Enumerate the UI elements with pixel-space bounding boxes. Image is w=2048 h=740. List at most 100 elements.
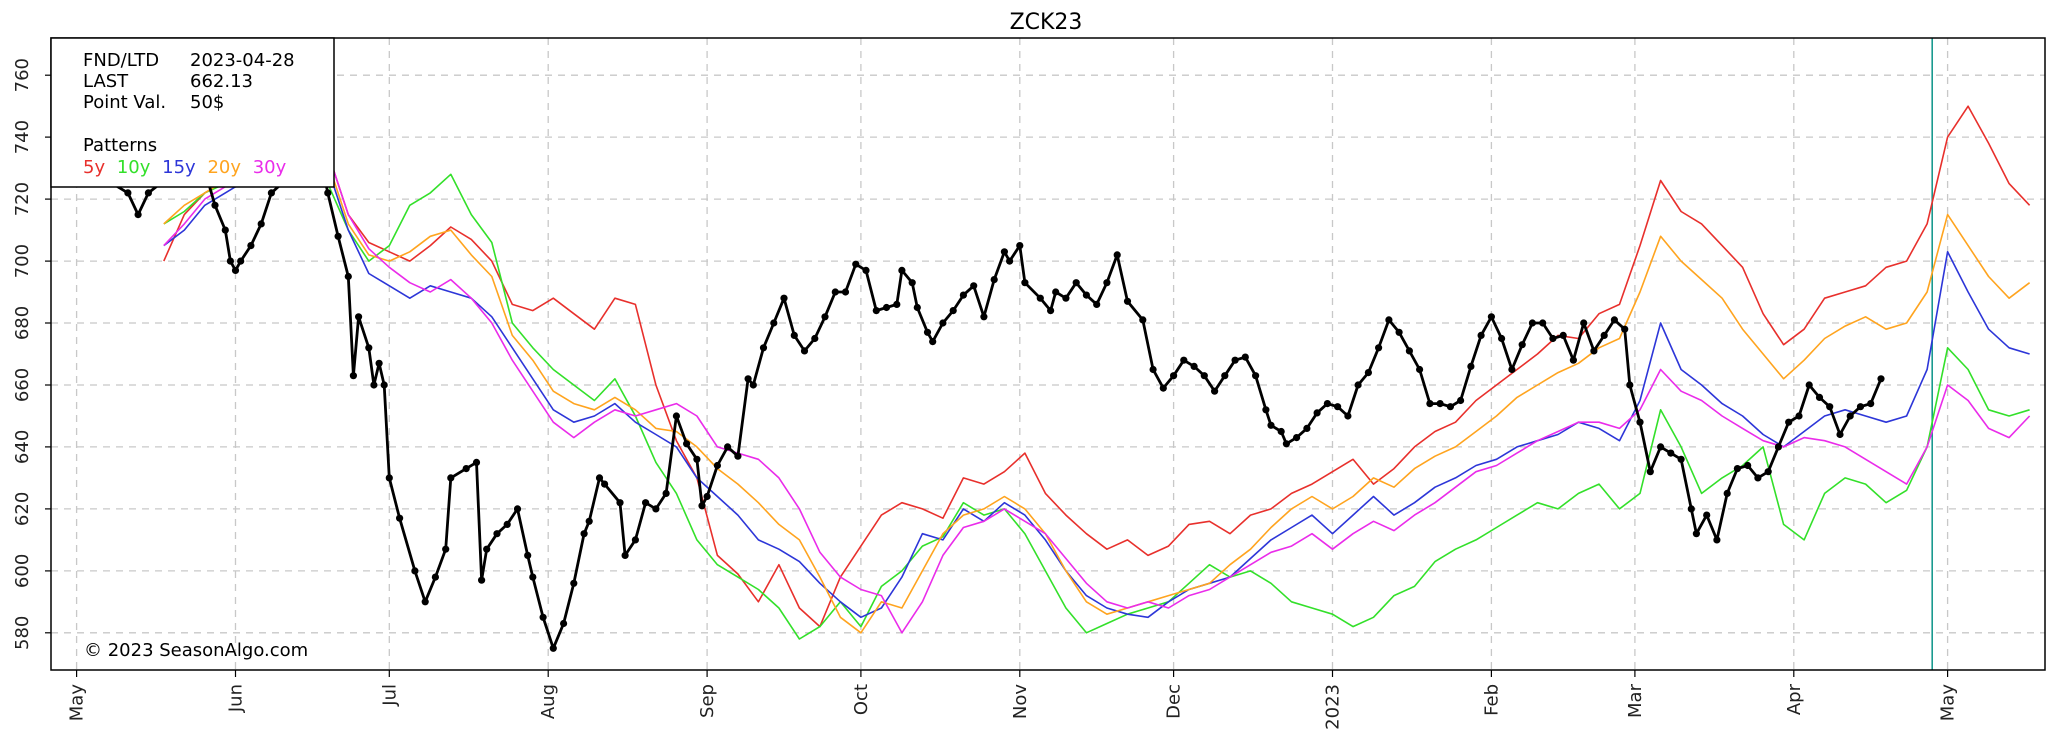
x-tick-label: Aug [538, 684, 559, 719]
price-point [908, 279, 916, 287]
price-point [226, 257, 234, 265]
price-point [231, 266, 240, 274]
series-line-20y [163, 123, 2031, 634]
price-point [1764, 468, 1772, 476]
price-point [601, 480, 609, 488]
price-point [1467, 362, 1475, 370]
y-tick-label: 600 [12, 554, 33, 588]
price-point [1621, 325, 1629, 333]
price-point [703, 492, 711, 501]
price-point [939, 319, 947, 327]
price-point [1231, 356, 1239, 364]
x-tick-label: Nov [1010, 684, 1031, 719]
price-point [1646, 468, 1654, 476]
price-point [483, 545, 491, 553]
price-point [560, 619, 568, 628]
price-point [1000, 248, 1009, 256]
price-point [1518, 341, 1526, 349]
price-line [96, 135, 1883, 650]
price-point [529, 573, 537, 581]
price-point [749, 381, 757, 389]
price-point [616, 499, 624, 507]
point-value-label: Point Val. [83, 92, 166, 113]
price-point [1836, 430, 1844, 439]
price-point [1667, 449, 1675, 457]
price-point [1436, 400, 1444, 408]
price-point [370, 381, 378, 389]
price-point [1457, 396, 1465, 405]
price-point [841, 288, 850, 296]
price-point [1559, 331, 1567, 339]
price-point [1677, 455, 1685, 463]
price-point [1498, 334, 1506, 343]
price-point [447, 474, 455, 482]
price-point [923, 328, 932, 336]
price-point [1123, 297, 1132, 305]
x-tick-label: Jul [379, 684, 400, 707]
price-point [790, 331, 798, 339]
price-point [585, 517, 593, 525]
price-point [882, 303, 891, 312]
price-point [1569, 356, 1577, 364]
price-point [1687, 505, 1695, 513]
fnd-label: FND/LTD [83, 50, 159, 71]
patterns-legend: 5y 10y 15y 20y 30y [83, 157, 287, 178]
price-point [1093, 300, 1101, 308]
price-point [672, 412, 681, 420]
price-point [1795, 412, 1803, 420]
price-point [1103, 279, 1111, 287]
price-point [1657, 443, 1665, 451]
pattern-series [163, 105, 2031, 640]
price-point [1016, 242, 1024, 250]
price-point [1303, 424, 1311, 432]
x-tick-label: Mar [1625, 683, 1646, 718]
y-tick-label: 680 [12, 306, 33, 340]
price-point [1826, 403, 1834, 411]
price-point [1334, 403, 1342, 411]
last-label: LAST [83, 71, 129, 92]
price-point [1774, 443, 1782, 451]
price-point [770, 319, 778, 327]
price-point [513, 505, 522, 513]
grid-lines [51, 38, 2045, 670]
price-point [344, 272, 352, 281]
patterns-label: Patterns [83, 135, 157, 156]
x-axis-ticks: May Jun Jul Aug Sep Oct Nov Dec 2023 Feb Mar Apr May [67, 670, 1959, 730]
x-tick-label: May [67, 684, 88, 722]
price-point [355, 313, 363, 321]
price-point [334, 232, 342, 240]
price-point [1139, 316, 1147, 324]
price-point [872, 307, 880, 315]
y-tick-label: 740 [12, 120, 33, 154]
price-point [247, 242, 255, 250]
legend-5y: 5y [83, 157, 105, 178]
fnd-value: 2023-04-28 [190, 50, 295, 71]
price-point [1375, 344, 1383, 352]
price-point [365, 344, 373, 352]
price-point [1159, 384, 1167, 392]
price-point [1241, 353, 1249, 361]
price-point [211, 201, 219, 209]
price-point [1344, 412, 1352, 420]
price-point [1754, 474, 1762, 482]
price-point [580, 530, 588, 538]
price-point [549, 644, 557, 652]
price-point [1221, 372, 1229, 380]
price-point [862, 266, 870, 274]
price-point [134, 211, 142, 219]
price-point [503, 520, 511, 529]
x-tick-label: May [1938, 684, 1959, 722]
price-point [595, 474, 604, 482]
price-point [524, 551, 532, 560]
price-point [1293, 434, 1301, 442]
legend-20y: 20y [207, 157, 241, 178]
price-point [396, 514, 404, 522]
price-point [1113, 251, 1121, 259]
x-tick-label: Feb [1481, 684, 1502, 716]
series-line-30y [163, 120, 2031, 634]
price-point [1021, 279, 1029, 287]
price-point [959, 291, 968, 299]
price-point [1252, 372, 1260, 380]
price-point [1313, 409, 1321, 417]
